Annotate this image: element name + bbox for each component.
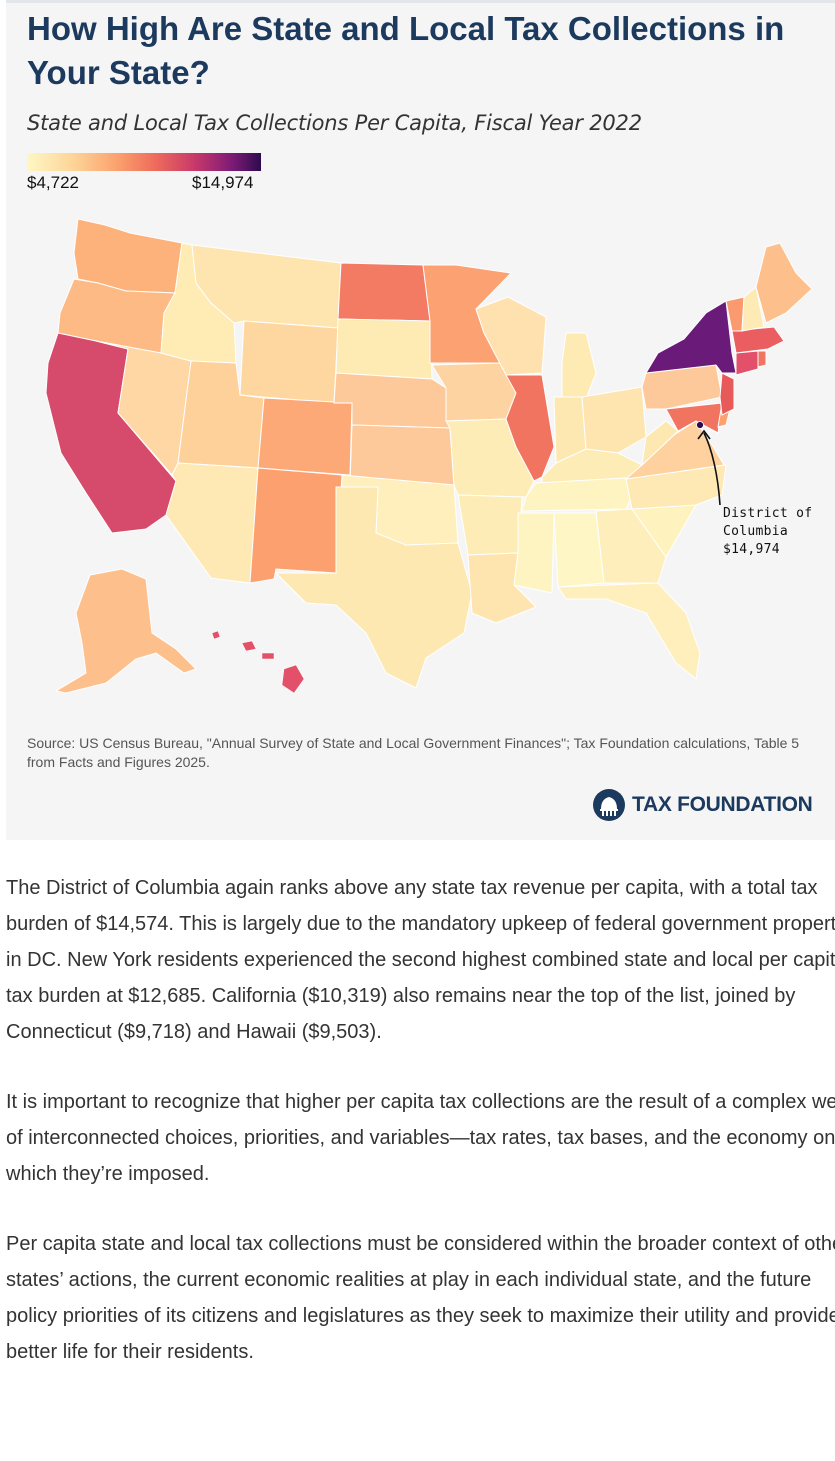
- state-tennessee[interactable]: [521, 476, 643, 512]
- state-maine[interactable]: [755, 242, 813, 324]
- state-alabama[interactable]: [553, 512, 605, 588]
- state-north-dakota[interactable]: [337, 262, 431, 322]
- source-note: Source: US Census Bureau, "Annual Survey…: [27, 735, 800, 770]
- dc-annotation-arrow: [703, 432, 721, 506]
- state-maryland[interactable]: [665, 402, 723, 434]
- state-hawaii-maui[interactable]: [241, 640, 257, 652]
- state-massachusetts[interactable]: [731, 326, 785, 354]
- state-florida[interactable]: [557, 582, 701, 680]
- state-kansas[interactable]: [349, 424, 455, 486]
- state-hawaii-big-island[interactable]: [281, 664, 305, 694]
- logo-text: TAX FOUNDATION: [632, 793, 813, 816]
- tax-foundation-logo[interactable]: TAX FOUNDATION: [592, 789, 813, 821]
- state-hawaii-molokai[interactable]: [261, 652, 275, 660]
- state-illinois[interactable]: [505, 374, 555, 482]
- state-georgia[interactable]: [595, 508, 667, 584]
- article-paragraph: Per capita state and local tax collectio…: [6, 1233, 835, 1363]
- us-choropleth-map: [45, 218, 813, 694]
- chart-subtitle: State and Local Tax Collections Per Capi…: [27, 111, 642, 135]
- state-connecticut[interactable]: [735, 350, 759, 376]
- article-body: The District of Columbia again ranks abo…: [6, 870, 835, 1404]
- article-paragraph: It is important to recognize that higher…: [6, 1091, 835, 1185]
- state-new-jersey[interactable]: [719, 372, 735, 416]
- dc-annotation-value: $14,974: [723, 542, 780, 557]
- dc-annotation-line1: District of: [723, 506, 813, 521]
- chart-title: How High Are State and Local Tax Collect…: [27, 10, 785, 91]
- state-district-of-columbia[interactable]: [696, 421, 704, 429]
- state-arizona[interactable]: [165, 462, 259, 584]
- dc-annotation: District of Columbia $14,974: [723, 505, 833, 559]
- state-colorado[interactable]: [257, 397, 353, 476]
- state-alaska[interactable]: [54, 568, 197, 694]
- dc-annotation-arrowhead: [697, 429, 711, 440]
- state-mississippi[interactable]: [513, 512, 555, 594]
- article-paragraph: The District of Columbia again ranks abo…: [6, 877, 835, 1043]
- legend-max-label: $14,974: [192, 173, 254, 192]
- state-texas[interactable]: [274, 486, 473, 689]
- state-south-dakota[interactable]: [335, 318, 433, 380]
- state-new-mexico[interactable]: [249, 467, 343, 584]
- chart-card: How High Are State and Local Tax Collect…: [6, 0, 835, 840]
- state-ohio[interactable]: [581, 386, 647, 454]
- state-wisconsin[interactable]: [475, 296, 547, 376]
- state-hawaii[interactable]: [211, 630, 221, 640]
- state-new-hampshire[interactable]: [741, 286, 765, 332]
- state-new-york[interactable]: [645, 300, 737, 374]
- state-rhode-island[interactable]: [757, 350, 767, 368]
- state-west-virginia[interactable]: [641, 420, 679, 467]
- state-arkansas[interactable]: [457, 494, 523, 556]
- legend-min-label: $4,722: [27, 173, 79, 192]
- color-legend-bar: [27, 153, 261, 171]
- dc-annotation-line2: Columbia: [723, 524, 789, 539]
- state-wyoming[interactable]: [239, 320, 339, 404]
- capitol-dome-icon: [593, 789, 625, 821]
